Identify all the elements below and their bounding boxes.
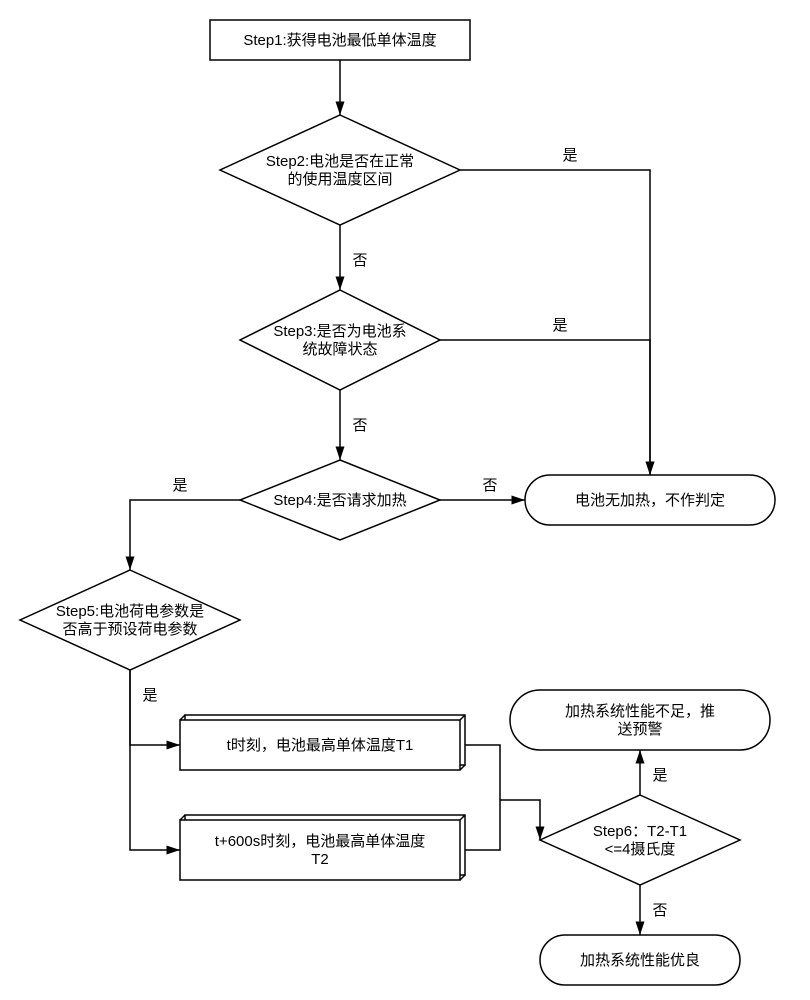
svg-text:否: 否 <box>352 417 367 434</box>
svg-text:送预警: 送预警 <box>617 721 662 738</box>
svg-text:是: 是 <box>172 477 187 494</box>
svg-text:统故障状态: 统故障状态 <box>302 340 377 358</box>
svg-text:t+600s时刻，电池最高单体温度: t+600s时刻，电池最高单体温度 <box>215 833 425 850</box>
svg-text:T2: T2 <box>311 851 329 868</box>
flowchart-canvas: 否是否是否是是是否Step1:获得电池最低单体温度Step2:电池是否在正常的使… <box>0 0 810 1000</box>
svg-text:否: 否 <box>482 477 497 494</box>
svg-text:是: 是 <box>552 317 567 334</box>
svg-text:Step2:电池是否在正常: Step2:电池是否在正常 <box>266 153 414 170</box>
svg-text:t时刻，电池最高单体温度T1: t时刻，电池最高单体温度T1 <box>227 737 414 754</box>
svg-text:是: 是 <box>652 767 667 784</box>
svg-text:Step5:电池荷电参数是: Step5:电池荷电参数是 <box>56 603 204 620</box>
svg-text:否: 否 <box>352 252 367 269</box>
svg-text:Step6：T2-T1: Step6：T2-T1 <box>593 823 687 840</box>
svg-text:Step1:获得电池最低单体温度: Step1:获得电池最低单体温度 <box>243 32 436 49</box>
svg-text:否: 否 <box>652 902 667 919</box>
svg-text:否高于预设荷电参数: 否高于预设荷电参数 <box>62 621 197 638</box>
svg-text:是: 是 <box>562 147 577 164</box>
svg-text:加热系统性能不足，推: 加热系统性能不足，推 <box>565 703 715 720</box>
svg-text:加热系统性能优良: 加热系统性能优良 <box>580 952 700 969</box>
svg-text:是: 是 <box>142 687 157 704</box>
svg-text:Step3:是否为电池系: Step3:是否为电池系 <box>273 323 406 340</box>
svg-text:<=4摄氏度: <=4摄氏度 <box>605 841 676 858</box>
svg-text:的使用温度区间: 的使用温度区间 <box>287 171 392 188</box>
svg-text:Step4:是否请求加热: Step4:是否请求加热 <box>273 492 406 509</box>
svg-text:电池无加热，不作判定: 电池无加热，不作判定 <box>575 492 725 509</box>
